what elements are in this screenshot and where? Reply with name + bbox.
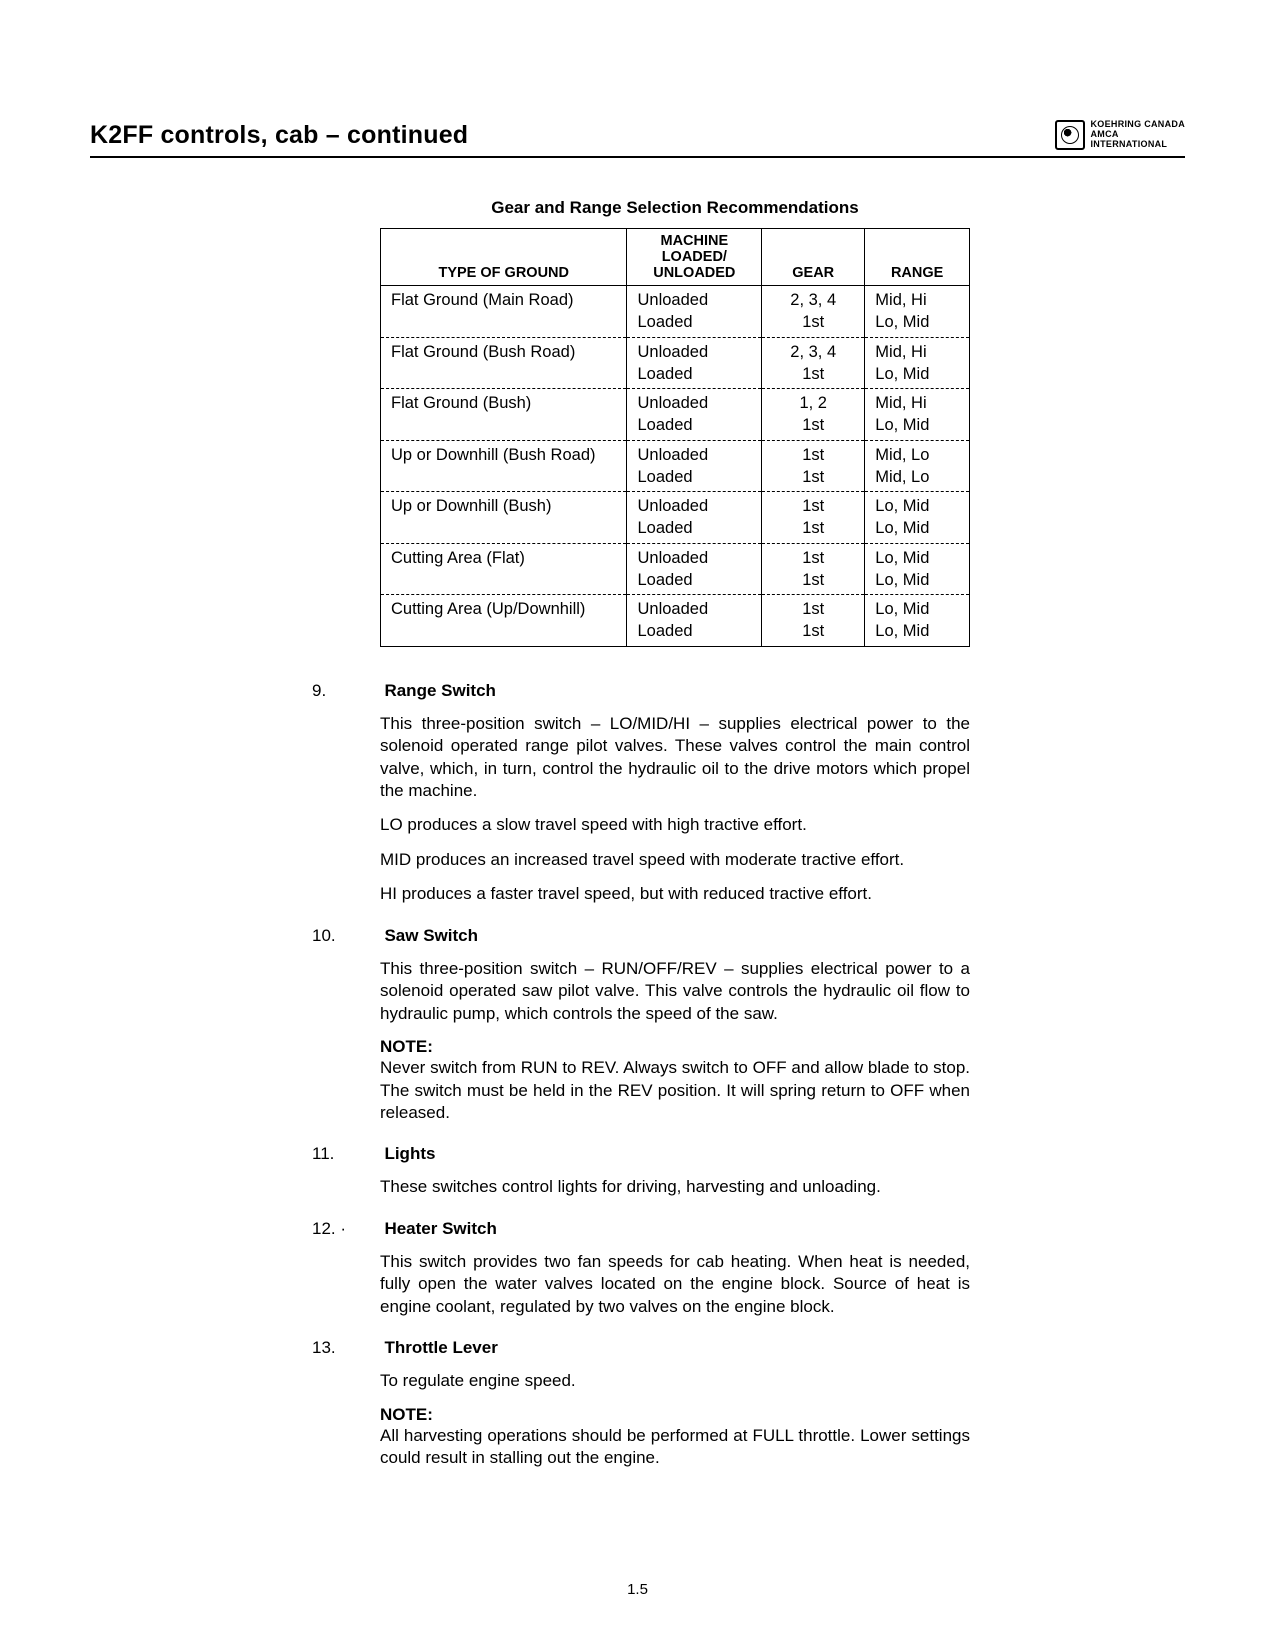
th-gear: GEAR: [762, 229, 865, 286]
cell-loaded: UnloadedLoaded: [627, 337, 762, 389]
cell-loaded: UnloadedLoaded: [627, 492, 762, 544]
th-range: RANGE: [865, 229, 970, 286]
page: K2FF controls, cab – continued KOEHRING …: [0, 0, 1275, 1648]
paragraph: This switch provides two fan speeds for …: [380, 1251, 970, 1318]
note-label: NOTE:: [380, 1405, 970, 1425]
logo-line3: INTERNATIONAL: [1091, 140, 1186, 150]
section-number: 9.: [312, 681, 354, 701]
section-11: 11. Lights These switches control lights…: [380, 1144, 970, 1198]
cell-gear: 1st1st: [762, 440, 865, 492]
table-title: Gear and Range Selection Recommendations: [380, 198, 970, 218]
section-title: Heater Switch: [384, 1219, 496, 1238]
section-number: 12. ·: [312, 1219, 354, 1239]
cell-range: Mid, HiLo, Mid: [865, 337, 970, 389]
paragraph: LO produces a slow travel speed with hig…: [380, 814, 970, 836]
logo-icon: [1055, 120, 1085, 150]
cell-ground: Up or Downhill (Bush): [381, 492, 627, 544]
note-label: NOTE:: [380, 1037, 970, 1057]
cell-gear: 1st1st: [762, 543, 865, 595]
note-paragraph: Never switch from RUN to REV. Always swi…: [380, 1057, 970, 1124]
cell-loaded: UnloadedLoaded: [627, 595, 762, 647]
section-title: Throttle Lever: [384, 1338, 497, 1357]
cell-ground: Up or Downhill (Bush Road): [381, 440, 627, 492]
paragraph: HI produces a faster travel speed, but w…: [380, 883, 970, 905]
cell-gear: 1st1st: [762, 595, 865, 647]
cell-ground: Flat Ground (Bush Road): [381, 337, 627, 389]
cell-range: Lo, MidLo, Mid: [865, 595, 970, 647]
section-10: 10. Saw Switch This three-position switc…: [380, 926, 970, 1125]
cell-ground: Cutting Area (Flat): [381, 543, 627, 595]
cell-ground: Flat Ground (Main Road): [381, 286, 627, 338]
paragraph: To regulate engine speed.: [380, 1370, 970, 1392]
th-loaded: MACHINE LOADED/ UNLOADED: [627, 229, 762, 286]
cell-loaded: UnloadedLoaded: [627, 543, 762, 595]
cell-range: Lo, MidLo, Mid: [865, 543, 970, 595]
section-title: Lights: [384, 1144, 435, 1163]
cell-ground: Flat Ground (Bush): [381, 389, 627, 441]
cell-range: Mid, LoMid, Lo: [865, 440, 970, 492]
cell-range: Mid, HiLo, Mid: [865, 389, 970, 441]
cell-loaded: UnloadedLoaded: [627, 389, 762, 441]
cell-gear: 1st1st: [762, 492, 865, 544]
paragraph: This three-position switch – RUN/OFF/REV…: [380, 958, 970, 1025]
brand-logo: KOEHRING CANADA AMCA INTERNATIONAL: [1055, 120, 1186, 150]
gear-range-table: TYPE OF GROUND MACHINE LOADED/ UNLOADED …: [380, 228, 970, 647]
cell-gear: 1, 21st: [762, 389, 865, 441]
content-column: Gear and Range Selection Recommendations…: [380, 198, 970, 1469]
table-row: Flat Ground (Bush)UnloadedLoaded1, 21stM…: [381, 389, 970, 441]
paragraph: This three-position switch – LO/MID/HI –…: [380, 713, 970, 803]
cell-range: Mid, HiLo, Mid: [865, 286, 970, 338]
cell-range: Lo, MidLo, Mid: [865, 492, 970, 544]
paragraph: MID produces an increased travel speed w…: [380, 849, 970, 871]
cell-loaded: UnloadedLoaded: [627, 440, 762, 492]
cell-gear: 2, 3, 41st: [762, 286, 865, 338]
page-header: K2FF controls, cab – continued KOEHRING …: [90, 120, 1185, 158]
section-number: 13.: [312, 1338, 354, 1358]
section-12: 12. · Heater Switch This switch provides…: [380, 1219, 970, 1318]
table-row: Up or Downhill (Bush)UnloadedLoaded1st1s…: [381, 492, 970, 544]
logo-text: KOEHRING CANADA AMCA INTERNATIONAL: [1091, 120, 1186, 150]
table-row: Flat Ground (Bush Road)UnloadedLoaded2, …: [381, 337, 970, 389]
table-row: Cutting Area (Flat)UnloadedLoaded1st1stL…: [381, 543, 970, 595]
section-number: 11.: [312, 1144, 354, 1164]
section-13: 13. Throttle Lever To regulate engine sp…: [380, 1338, 970, 1469]
table-row: Up or Downhill (Bush Road)UnloadedLoaded…: [381, 440, 970, 492]
section-number: 10.: [312, 926, 354, 946]
cell-ground: Cutting Area (Up/Downhill): [381, 595, 627, 647]
table-row: Flat Ground (Main Road)UnloadedLoaded2, …: [381, 286, 970, 338]
cell-gear: 2, 3, 41st: [762, 337, 865, 389]
paragraph: These switches control lights for drivin…: [380, 1176, 970, 1198]
th-ground: TYPE OF GROUND: [381, 229, 627, 286]
section-9: 9. Range Switch This three-position swit…: [380, 681, 970, 906]
note-paragraph: All harvesting operations should be perf…: [380, 1425, 970, 1470]
table-row: Cutting Area (Up/Downhill)UnloadedLoaded…: [381, 595, 970, 647]
page-number: 1.5: [0, 1581, 1275, 1598]
page-title: K2FF controls, cab – continued: [90, 121, 468, 150]
cell-loaded: UnloadedLoaded: [627, 286, 762, 338]
section-title: Range Switch: [384, 681, 495, 700]
section-title: Saw Switch: [384, 926, 478, 945]
